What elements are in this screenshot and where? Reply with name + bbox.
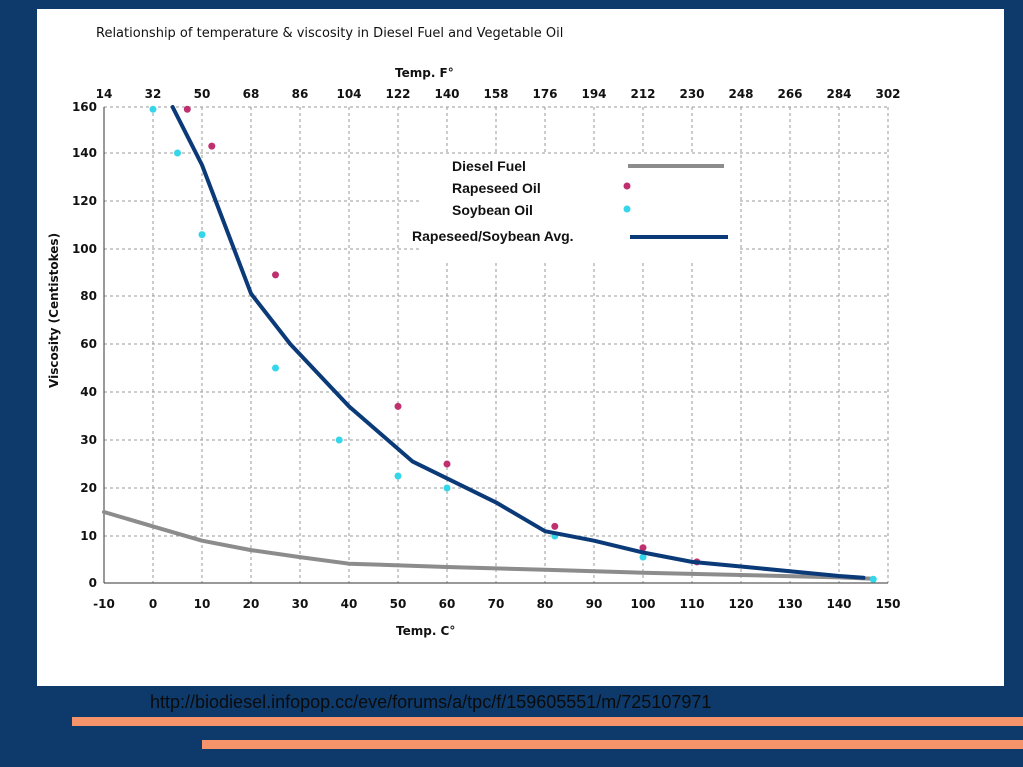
legend-swatch-soybean [623,205,631,213]
x2-tick-label: 212 [630,87,655,101]
decorative-stripe-top [72,717,1023,726]
x2-tick-label: 284 [826,87,851,101]
x-tick-label: 10 [194,597,211,611]
legend-box [420,155,740,260]
x-tick-label: 20 [243,597,260,611]
data-point-soybean-oil [198,231,206,239]
data-point-rapeseed-oil [183,105,191,113]
y-tick-label: 40 [80,385,97,399]
source-url-link[interactable]: http://biodiesel.infopop.cc/eve/forums/a… [150,692,712,712]
x-tick-label: 50 [390,597,407,611]
series-line-rapeseed-soybean-avg- [170,105,866,580]
x-axis-title: Temp. C° [396,624,455,638]
y-tick-label: 100 [72,242,97,256]
x2-tick-label: 266 [777,87,802,101]
x-tick-label: 70 [488,597,505,611]
y-tick-label: 0 [89,576,97,590]
x-tick-label: 100 [630,597,655,611]
x-tick-label: 140 [826,597,851,611]
x-tick-label: 60 [439,597,456,611]
x2-tick-label: 158 [483,87,508,101]
x-tick-label: 40 [341,597,358,611]
x2-tick-label: 14 [96,87,113,101]
data-point-rapeseed-oil [208,142,216,150]
top-axis-title: Temp. F° [395,66,454,80]
chart-axes: -101403210502068308640104501226014070158… [72,87,901,611]
x-tick-label: 150 [875,597,900,611]
y-tick-label: 160 [72,100,97,114]
x2-tick-label: 140 [434,87,459,101]
x2-tick-label: 230 [679,87,704,101]
y-axis-title: Viscosity (Centistokes) [47,233,61,388]
data-point-soybean-oil [639,553,647,561]
data-point-soybean-oil [272,364,279,372]
data-point-rapeseed-oil [394,402,402,410]
chart-title: Relationship of temperature & viscosity … [96,26,563,41]
data-point-soybean-oil [869,575,877,583]
data-point-rapeseed-oil [272,271,279,279]
x-tick-label: 120 [728,597,753,611]
x2-tick-label: 68 [243,87,260,101]
y-tick-label: 80 [80,289,97,303]
chart-legend: Diesel Fuel Rapeseed Oil Soybean Oil Rap… [412,155,740,260]
y-tick-label: 30 [80,433,97,447]
x-tick-label: 130 [777,597,802,611]
x2-tick-label: 32 [145,87,162,101]
x-tick-label: 0 [149,597,157,611]
legend-label-rapeseed: Rapeseed Oil [452,180,541,196]
decorative-stripe-bottom [202,740,1023,749]
x2-tick-label: 86 [292,87,309,101]
x2-tick-label: 176 [532,87,557,101]
data-point-rapeseed-oil [551,522,559,530]
x2-tick-label: 302 [875,87,900,101]
legend-swatch-rapeseed [623,182,631,190]
chart-series [102,105,877,583]
x-tick-label: -10 [93,597,115,611]
x-tick-label: 80 [537,597,554,611]
x-tick-label: 90 [586,597,603,611]
x-tick-label: 110 [679,597,704,611]
x2-tick-label: 248 [728,87,753,101]
x2-tick-label: 122 [385,87,410,101]
x2-tick-label: 50 [194,87,211,101]
data-point-rapeseed-oil [639,544,647,552]
data-point-soybean-oil [149,105,157,113]
x-tick-label: 30 [292,597,309,611]
data-point-soybean-oil [174,149,181,157]
legend-label-soybean: Soybean Oil [452,202,533,218]
series-line-diesel-fuel [102,510,876,581]
data-point-soybean-oil [335,436,343,444]
data-point-rapeseed-oil [443,460,451,468]
legend-label-average: Rapeseed/Soybean Avg. [412,228,574,244]
x2-tick-label: 104 [336,87,361,101]
x2-tick-label: 194 [581,87,606,101]
legend-label-diesel: Diesel Fuel [452,158,526,174]
data-point-soybean-oil [443,484,451,492]
y-tick-label: 20 [80,481,97,495]
y-tick-label: 10 [80,529,97,543]
data-point-soybean-oil [394,472,402,480]
y-tick-label: 60 [80,337,97,351]
y-tick-label: 140 [72,146,97,160]
y-tick-label: 120 [72,194,97,208]
chart-panel [37,9,1004,686]
